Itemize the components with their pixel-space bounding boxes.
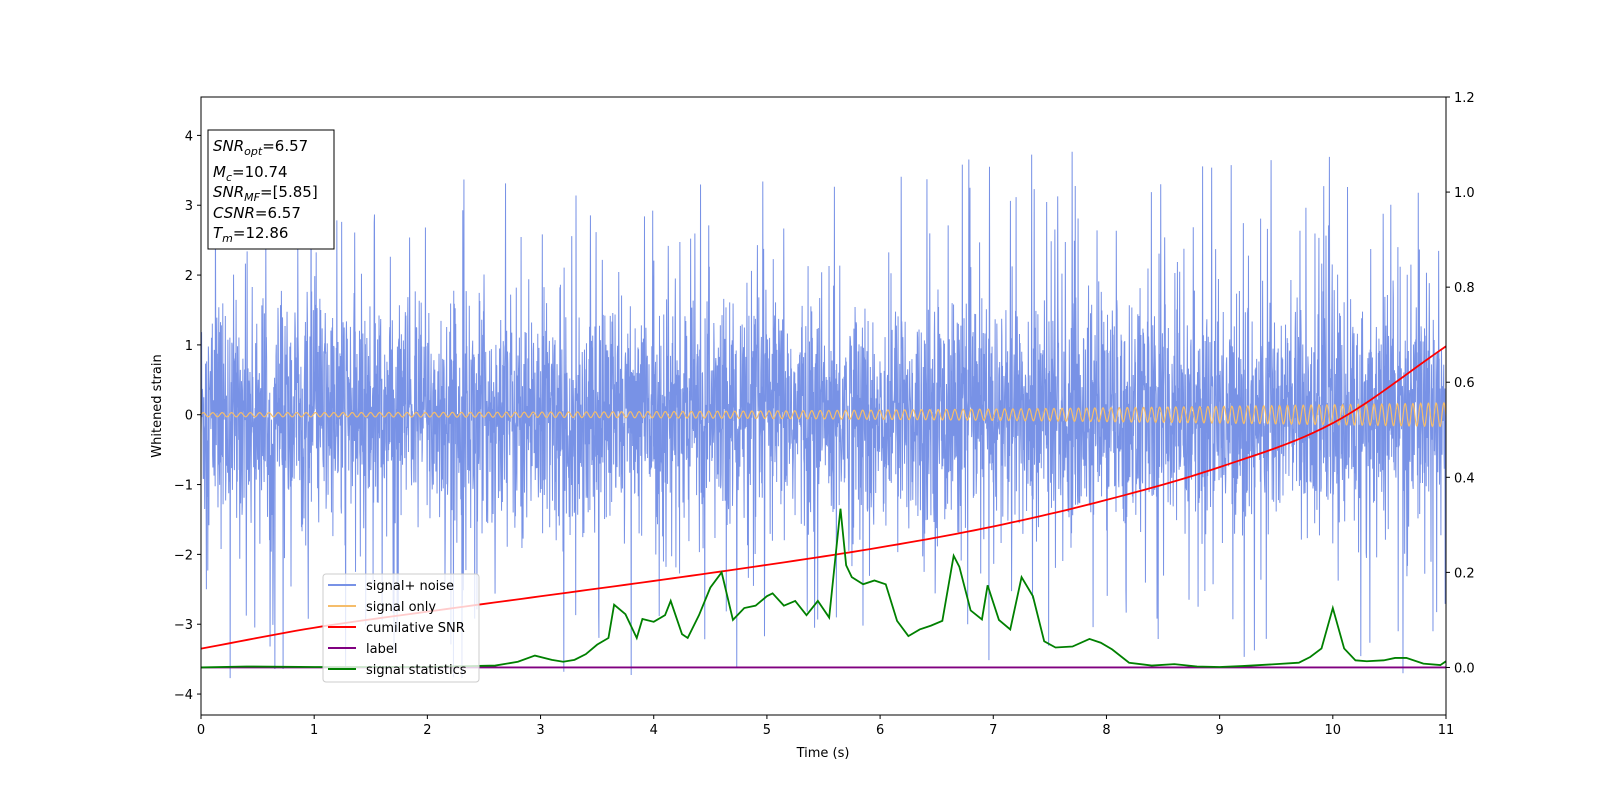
y-left-tick-label: 0 — [185, 409, 193, 424]
x-tick-label: 11 — [1438, 723, 1455, 738]
signal-noise-line — [201, 151, 1446, 679]
legend-frame — [322, 573, 480, 683]
legend-label-cumulative-snr: cumilative SNR — [366, 621, 465, 636]
info-csnr: CSNR=6.57 — [213, 204, 301, 222]
legend-label-signal-only: signal only — [366, 600, 436, 615]
info-snr-mf-value: =[5.85] — [260, 183, 318, 201]
info-tm-sub: m — [222, 232, 233, 245]
info-csnr-value: =6.57 — [255, 204, 301, 222]
info-box: SNRopt=6.57 Mc=10.74 SNRMF=[5.85] CSNR=6… — [207, 129, 335, 250]
signal-only-line — [201, 401, 1446, 428]
info-csnr-base: CSNR — [213, 204, 255, 222]
y-left-tick-label: −4 — [174, 688, 193, 703]
info-snr-opt-sub: opt — [244, 145, 263, 158]
signal-noise-series — [201, 151, 1446, 679]
info-snr-opt: SNRopt=6.57 — [213, 137, 308, 158]
y-right-tick-label: 0.4 — [1454, 471, 1475, 486]
info-snr-opt-base: SNR — [213, 137, 244, 155]
y-left-tick-label: 4 — [185, 129, 193, 144]
x-tick-label: 1 — [310, 723, 318, 738]
x-tick-label: 5 — [763, 723, 771, 738]
x-tick-label: 3 — [536, 723, 544, 738]
info-mc-value: =10.74 — [232, 163, 288, 181]
x-tick-label: 9 — [1215, 723, 1223, 738]
info-mc: Mc=10.74 — [213, 163, 288, 184]
x-tick-label: 8 — [1102, 723, 1110, 738]
x-tick-label: 2 — [423, 723, 431, 738]
legend-label-signal-statistics: signal statistics — [366, 663, 467, 678]
x-axis-label: Time (s) — [796, 746, 850, 761]
info-snr-mf-sub: MF — [244, 191, 260, 204]
legend: signal+ noise signal only cumilative SNR… — [322, 573, 480, 683]
legend-label-signal-noise: signal+ noise — [366, 579, 454, 594]
info-snr-mf-base: SNR — [213, 183, 244, 201]
y-left-tick-label: 1 — [185, 339, 193, 354]
info-tm: Tm=12.86 — [213, 224, 288, 245]
y-left-tick-label: 3 — [185, 199, 193, 214]
y-right-tick-label: 0.6 — [1454, 376, 1475, 391]
y-left-tick-label: −1 — [174, 479, 193, 494]
info-mc-sub: c — [226, 171, 232, 184]
legend-label-label: label — [366, 642, 397, 657]
y-left-tick-label: −3 — [174, 618, 193, 633]
x-tick-label: 6 — [876, 723, 884, 738]
axis-ticks: 0 1 2 3 4 5 6 7 8 9 10 11 −4 −3 −2 −1 0 1 2 3 4 0.0 0.2 0.4 0.6 0… — [174, 91, 1475, 738]
x-tick-label: 4 — [650, 723, 658, 738]
info-snr-opt-value: =6.57 — [262, 137, 308, 155]
y-right-tick-label: 1.2 — [1454, 91, 1475, 106]
info-box-frame — [207, 129, 335, 250]
signal-only-series — [201, 401, 1446, 428]
x-tick-label: 7 — [989, 723, 997, 738]
x-tick-label: 0 — [197, 723, 205, 738]
plot-frame — [200, 96, 1447, 716]
y-right-tick-label: 0.8 — [1454, 281, 1475, 296]
info-snr-mf: SNRMF=[5.85] — [213, 183, 318, 204]
y-right-tick-label: 0.0 — [1454, 661, 1475, 676]
x-tick-label: 10 — [1325, 723, 1342, 738]
y-left-tick-label: −2 — [174, 548, 193, 563]
y-right-tick-label: 1.0 — [1454, 186, 1475, 201]
signal-statistics-line — [201, 508, 1446, 669]
info-tm-value: =12.86 — [233, 224, 289, 242]
y-axis-label: Whitened strain — [150, 354, 165, 457]
y-right-tick-label: 0.2 — [1454, 566, 1475, 581]
info-mc-base: M — [213, 163, 226, 181]
y-left-tick-label: 2 — [185, 269, 193, 284]
info-tm-base: T — [213, 224, 224, 242]
